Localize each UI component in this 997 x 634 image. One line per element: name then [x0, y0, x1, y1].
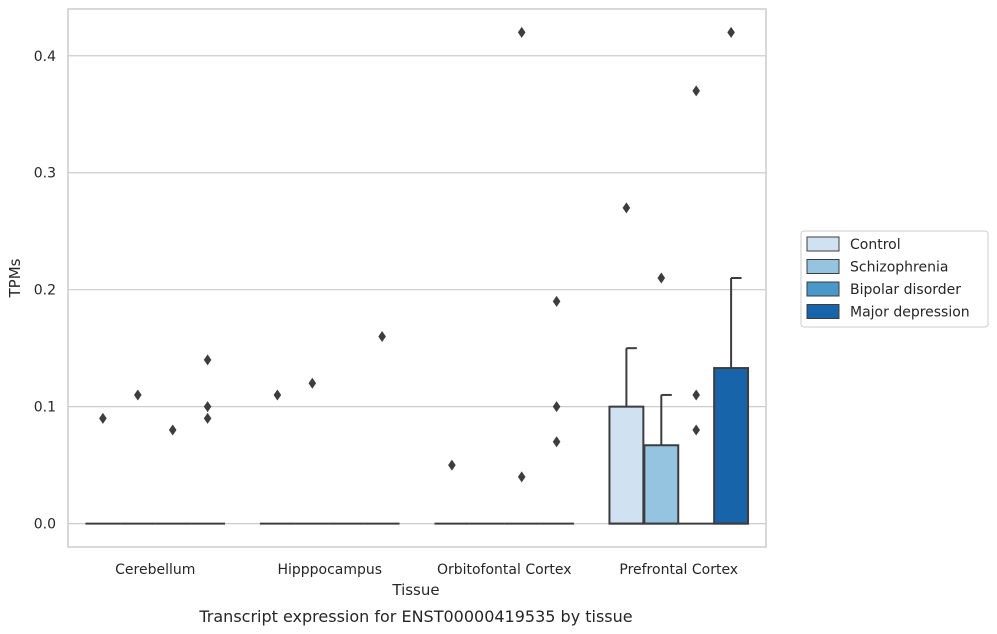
legend-swatch	[806, 304, 840, 319]
outlier-marker	[692, 85, 700, 97]
outlier-marker	[134, 389, 142, 401]
outlier-marker	[517, 26, 526, 38]
y-tick-labels: 0.0 0.1 0.2 0.3 0.4	[34, 49, 56, 533]
outlier-marker	[657, 272, 666, 284]
outlier-marker	[552, 436, 561, 448]
box-layer	[85, 277, 750, 525]
box-body	[713, 367, 750, 525]
box-body	[608, 405, 645, 525]
outlier-marker	[273, 389, 282, 401]
legend-frame	[800, 230, 989, 328]
legend-label: Major depression	[850, 305, 970, 321]
outlier-layer	[99, 26, 735, 483]
outlier-marker	[203, 401, 212, 413]
y-axis-title: TPMs	[6, 258, 24, 298]
legend-swatch	[806, 281, 840, 297]
x-tick-label: Hipppocampus	[277, 562, 382, 578]
box	[713, 277, 750, 525]
y-tick-label: 0.3	[34, 166, 56, 182]
outlier-marker	[168, 424, 177, 436]
outlier-marker	[727, 26, 735, 38]
outlier-marker	[692, 424, 700, 436]
legend: Control Schizophrenia Bipolar disorder Majo…	[800, 230, 989, 328]
legend-label: Bipolar disorder	[850, 282, 961, 298]
x-tick-labels: Cerebellum Hipppocampus Orbitofontal Corte…	[115, 562, 738, 578]
outlier-marker	[99, 412, 107, 424]
box	[608, 347, 645, 525]
y-tick-label: 0.4	[34, 49, 56, 65]
legend-swatch	[806, 236, 840, 252]
outlier-marker	[692, 389, 700, 401]
x-tick-label: Orbitofontal Cortex	[437, 562, 572, 578]
outlier-marker	[622, 202, 631, 214]
outlier-marker	[203, 354, 212, 366]
legend-label: Control	[850, 237, 901, 253]
y-tick-label: 0.1	[34, 400, 56, 416]
chart-caption: Transcript expression for ENST0000041953…	[198, 607, 632, 626]
box-body	[643, 444, 680, 525]
outlier-marker	[378, 330, 386, 342]
y-tick-label: 0.0	[34, 517, 56, 533]
outlier-marker	[517, 471, 526, 483]
outlier-marker	[552, 295, 561, 307]
box	[643, 393, 680, 525]
legend-label: Schizophrenia	[850, 260, 948, 276]
y-tick-label: 0.2	[34, 283, 56, 299]
x-tick-label: Prefrontal Cortex	[619, 562, 738, 578]
outlier-marker	[203, 412, 212, 424]
outlier-marker	[448, 459, 456, 471]
x-tick-label: Cerebellum	[115, 562, 195, 578]
outlier-marker	[308, 377, 317, 389]
plot-frame	[67, 8, 767, 548]
legend-swatch	[806, 259, 840, 274]
outlier-marker	[552, 401, 561, 413]
x-axis-title: Tissue	[391, 581, 439, 599]
